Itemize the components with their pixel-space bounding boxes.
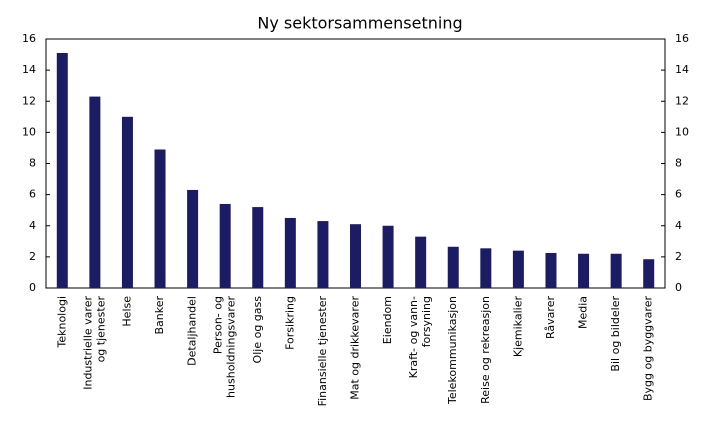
x-tick-label: Kjemikalier — [511, 296, 524, 358]
x-tick-label: Teknologi — [55, 296, 68, 349]
y2-tick-label: 10 — [675, 125, 689, 138]
y-tick-label: 10 — [22, 125, 36, 138]
y-tick-label: 16 — [22, 32, 36, 45]
bar — [317, 221, 329, 288]
y-tick-label: 4 — [29, 219, 36, 232]
bar — [512, 250, 524, 288]
bar — [89, 96, 101, 288]
x-tick-label: Detaljhandel — [186, 296, 199, 366]
x-tick-label: Banker — [153, 296, 166, 335]
x-tick-label: Media — [577, 296, 590, 329]
x-tick-label: Kraft- og vann-forsyning — [407, 296, 433, 378]
y-tick-label: 14 — [22, 63, 36, 76]
y2-tick-label: 2 — [675, 250, 682, 263]
x-tick-label: Olje og gass — [251, 296, 264, 364]
y-tick-label: 0 — [29, 281, 36, 294]
y2-tick-label: 0 — [675, 281, 682, 294]
bar — [154, 149, 166, 288]
x-tick-label: Råvarer — [544, 296, 557, 339]
chart-title: Ny sektorsammensetning — [257, 14, 462, 33]
y2-tick-label: 8 — [675, 157, 682, 170]
bar — [447, 246, 459, 288]
bar — [545, 252, 557, 288]
bar — [415, 236, 427, 288]
x-tick-label: Industrielle varerog tjenester — [81, 296, 107, 390]
bar — [284, 217, 296, 288]
bar — [187, 189, 199, 288]
y-tick-label: 12 — [22, 94, 36, 107]
bar — [480, 248, 492, 288]
bar — [121, 116, 133, 288]
y-tick-label: 8 — [29, 157, 36, 170]
x-tick-label: Mat og drikkevarer — [349, 296, 362, 400]
y-tick-label: 2 — [29, 250, 36, 263]
bar — [56, 53, 68, 288]
bar — [252, 207, 264, 288]
x-tick-label: Forsikring — [283, 296, 296, 350]
y2-tick-label: 16 — [675, 32, 689, 45]
x-tick-label: Telekommunikasjon — [446, 296, 459, 405]
bar — [219, 203, 231, 288]
x-tick-label: Helse — [120, 296, 133, 327]
y-tick-label: 6 — [29, 188, 36, 201]
x-tick-label: Bygg og byggvarer — [642, 296, 655, 401]
bar — [610, 253, 622, 288]
bar — [643, 259, 655, 288]
bar — [382, 225, 394, 288]
y2-tick-label: 12 — [675, 94, 689, 107]
bar — [350, 224, 361, 288]
x-tick-label: Eiendom — [381, 296, 394, 344]
y2-tick-label: 14 — [675, 63, 689, 76]
y2-tick-label: 4 — [675, 219, 682, 232]
y2-tick-label: 6 — [675, 188, 682, 201]
x-tick-label: Reise og rekreasjon — [479, 296, 492, 404]
x-tick-label: Person- oghusholdningsvarer — [212, 296, 238, 398]
x-tick-label: Finansielle tjenester — [316, 296, 329, 407]
bar — [578, 253, 590, 288]
x-tick-label: Bil og bildeler — [609, 296, 622, 372]
